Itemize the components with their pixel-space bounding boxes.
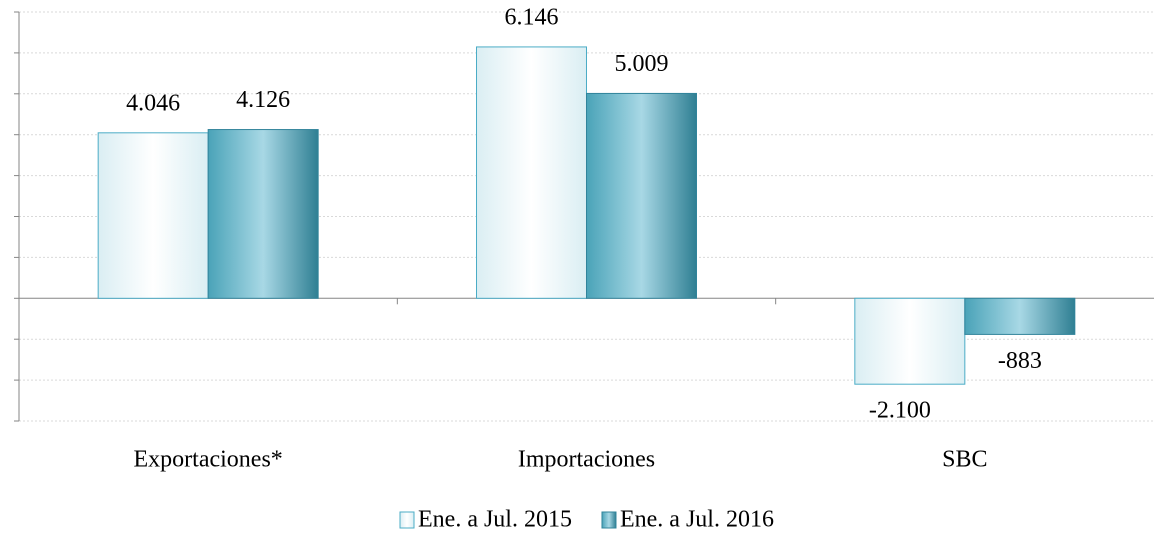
- legend-swatch: [601, 511, 617, 529]
- x-tick-label: Exportaciones*: [134, 447, 283, 473]
- bar: [964, 297, 1076, 335]
- legend-label: Ene. a Jul. 2016: [620, 507, 774, 533]
- bar: [854, 297, 966, 385]
- legend-swatch: [399, 511, 415, 529]
- legend: Ene. a Jul. 2015 Ene. a Jul. 2016: [399, 507, 774, 533]
- bar: [207, 129, 319, 299]
- bar: [586, 92, 697, 299]
- legend-label: Ene. a Jul. 2015: [418, 507, 572, 533]
- data-label: -883: [998, 348, 1042, 374]
- bar: [97, 132, 209, 299]
- data-label: 6.146: [505, 4, 559, 30]
- data-label: 5.009: [615, 51, 669, 77]
- x-tick-label: Importaciones: [518, 447, 655, 473]
- data-label: -2.100: [869, 398, 931, 424]
- data-label: 4.126: [236, 87, 290, 113]
- data-label: 4.046: [126, 90, 180, 116]
- bar: [476, 46, 587, 299]
- x-tick-label: SBC: [942, 447, 987, 473]
